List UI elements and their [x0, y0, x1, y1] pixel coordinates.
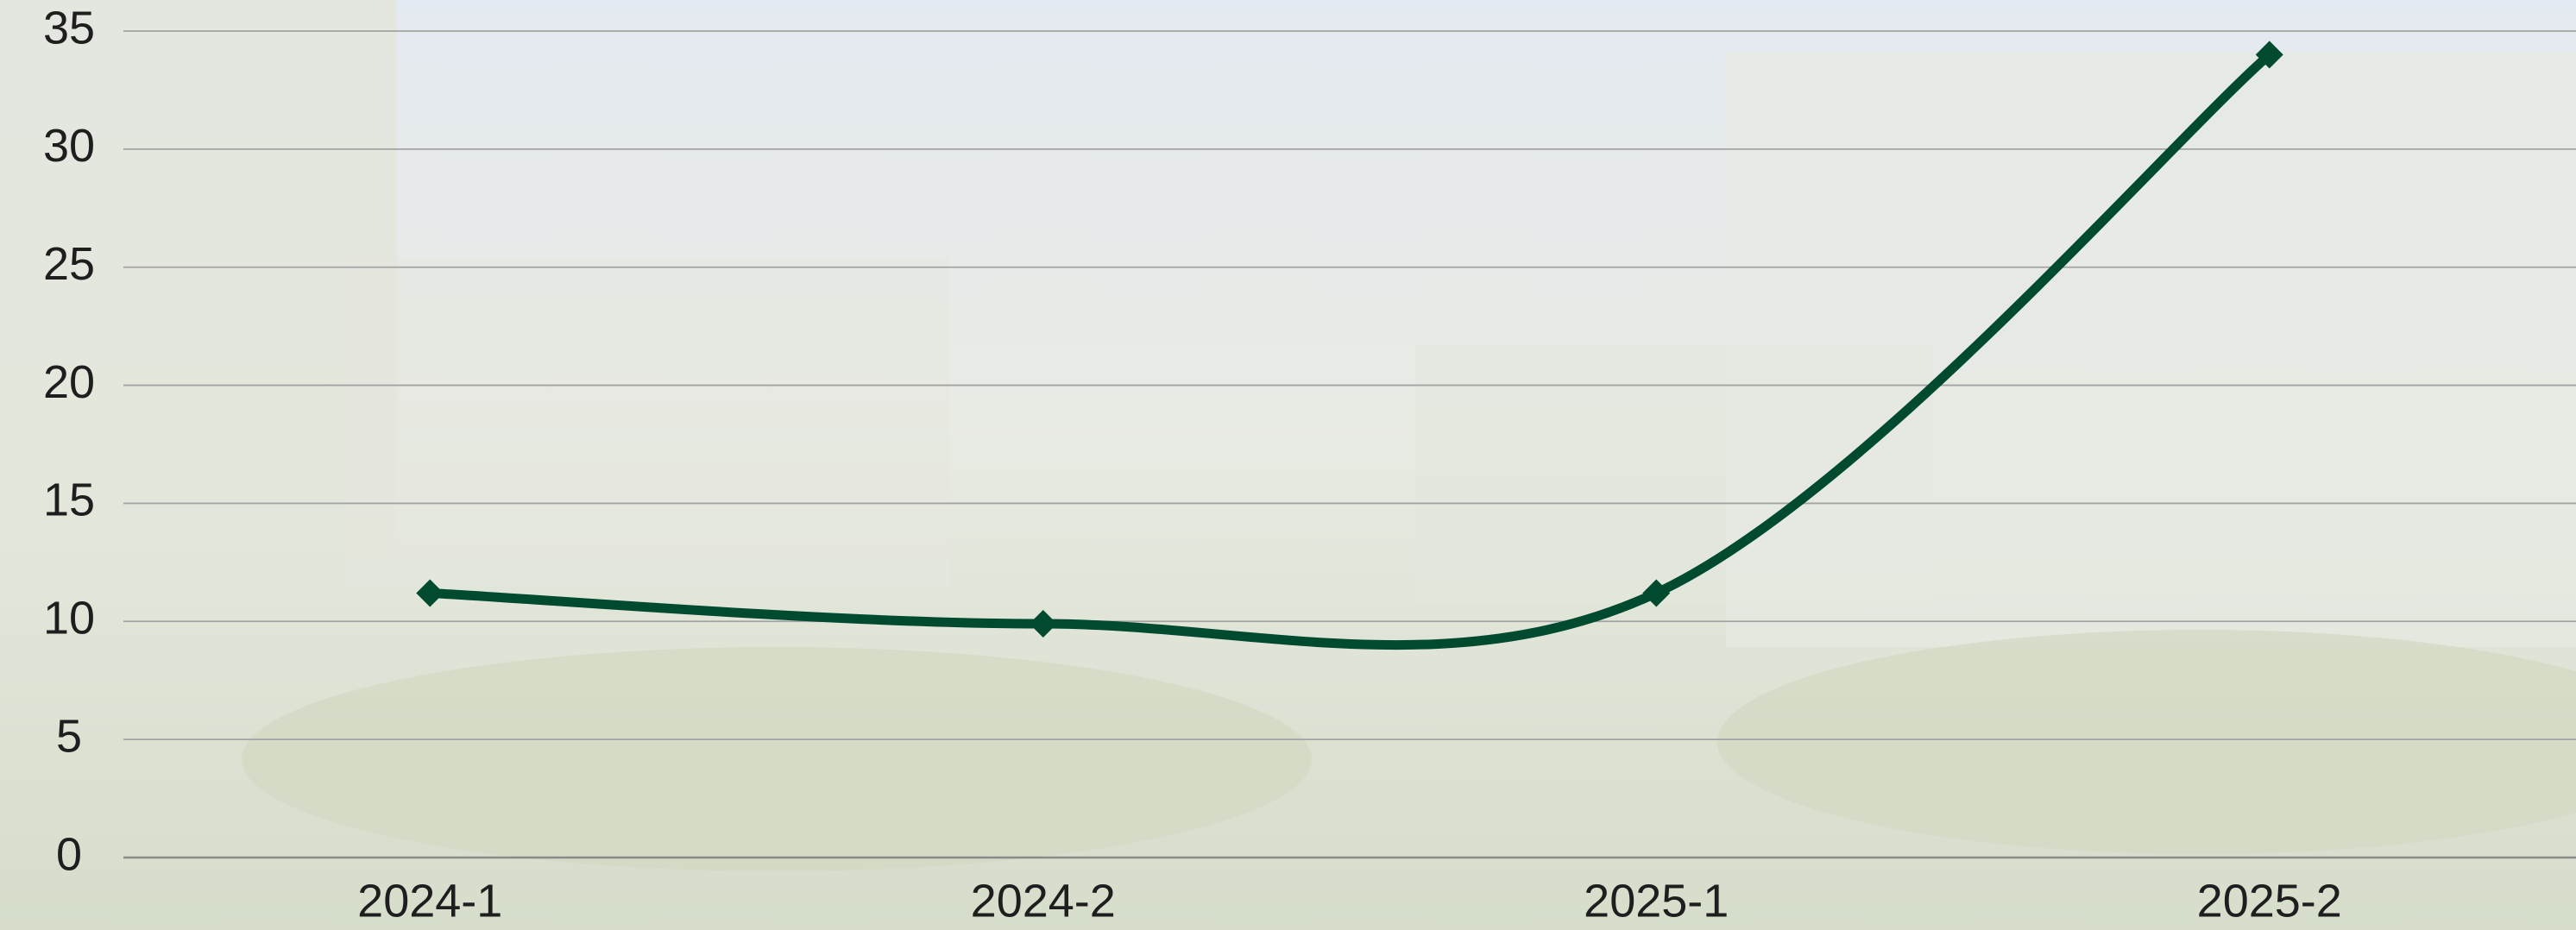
- x-tick-label: 2025-1: [1584, 875, 1729, 927]
- y-tick-label: 5: [56, 710, 82, 762]
- y-tick-label: 35: [43, 2, 95, 53]
- y-tick-label: 30: [43, 120, 95, 172]
- hedge-right: [1717, 630, 2576, 854]
- y-tick-label: 10: [43, 593, 95, 644]
- y-tick-label: 20: [43, 356, 95, 408]
- building-far-right: [1726, 52, 2576, 647]
- building-center: [345, 259, 949, 587]
- y-tick-label: 15: [43, 474, 95, 526]
- y-tick-label: 25: [43, 238, 95, 290]
- line: [425, 49, 2275, 650]
- marker: [1029, 610, 1057, 638]
- marker: [416, 579, 444, 607]
- hedge-left: [242, 647, 1312, 871]
- x-tick-label: 2024-1: [357, 875, 502, 927]
- x-tick-label: 2025-2: [2197, 875, 2342, 927]
- y-tick-label: 0: [56, 828, 82, 880]
- marker: [1642, 579, 1671, 607]
- x-tick-label: 2024-2: [971, 875, 1116, 927]
- marker: [2255, 41, 2283, 69]
